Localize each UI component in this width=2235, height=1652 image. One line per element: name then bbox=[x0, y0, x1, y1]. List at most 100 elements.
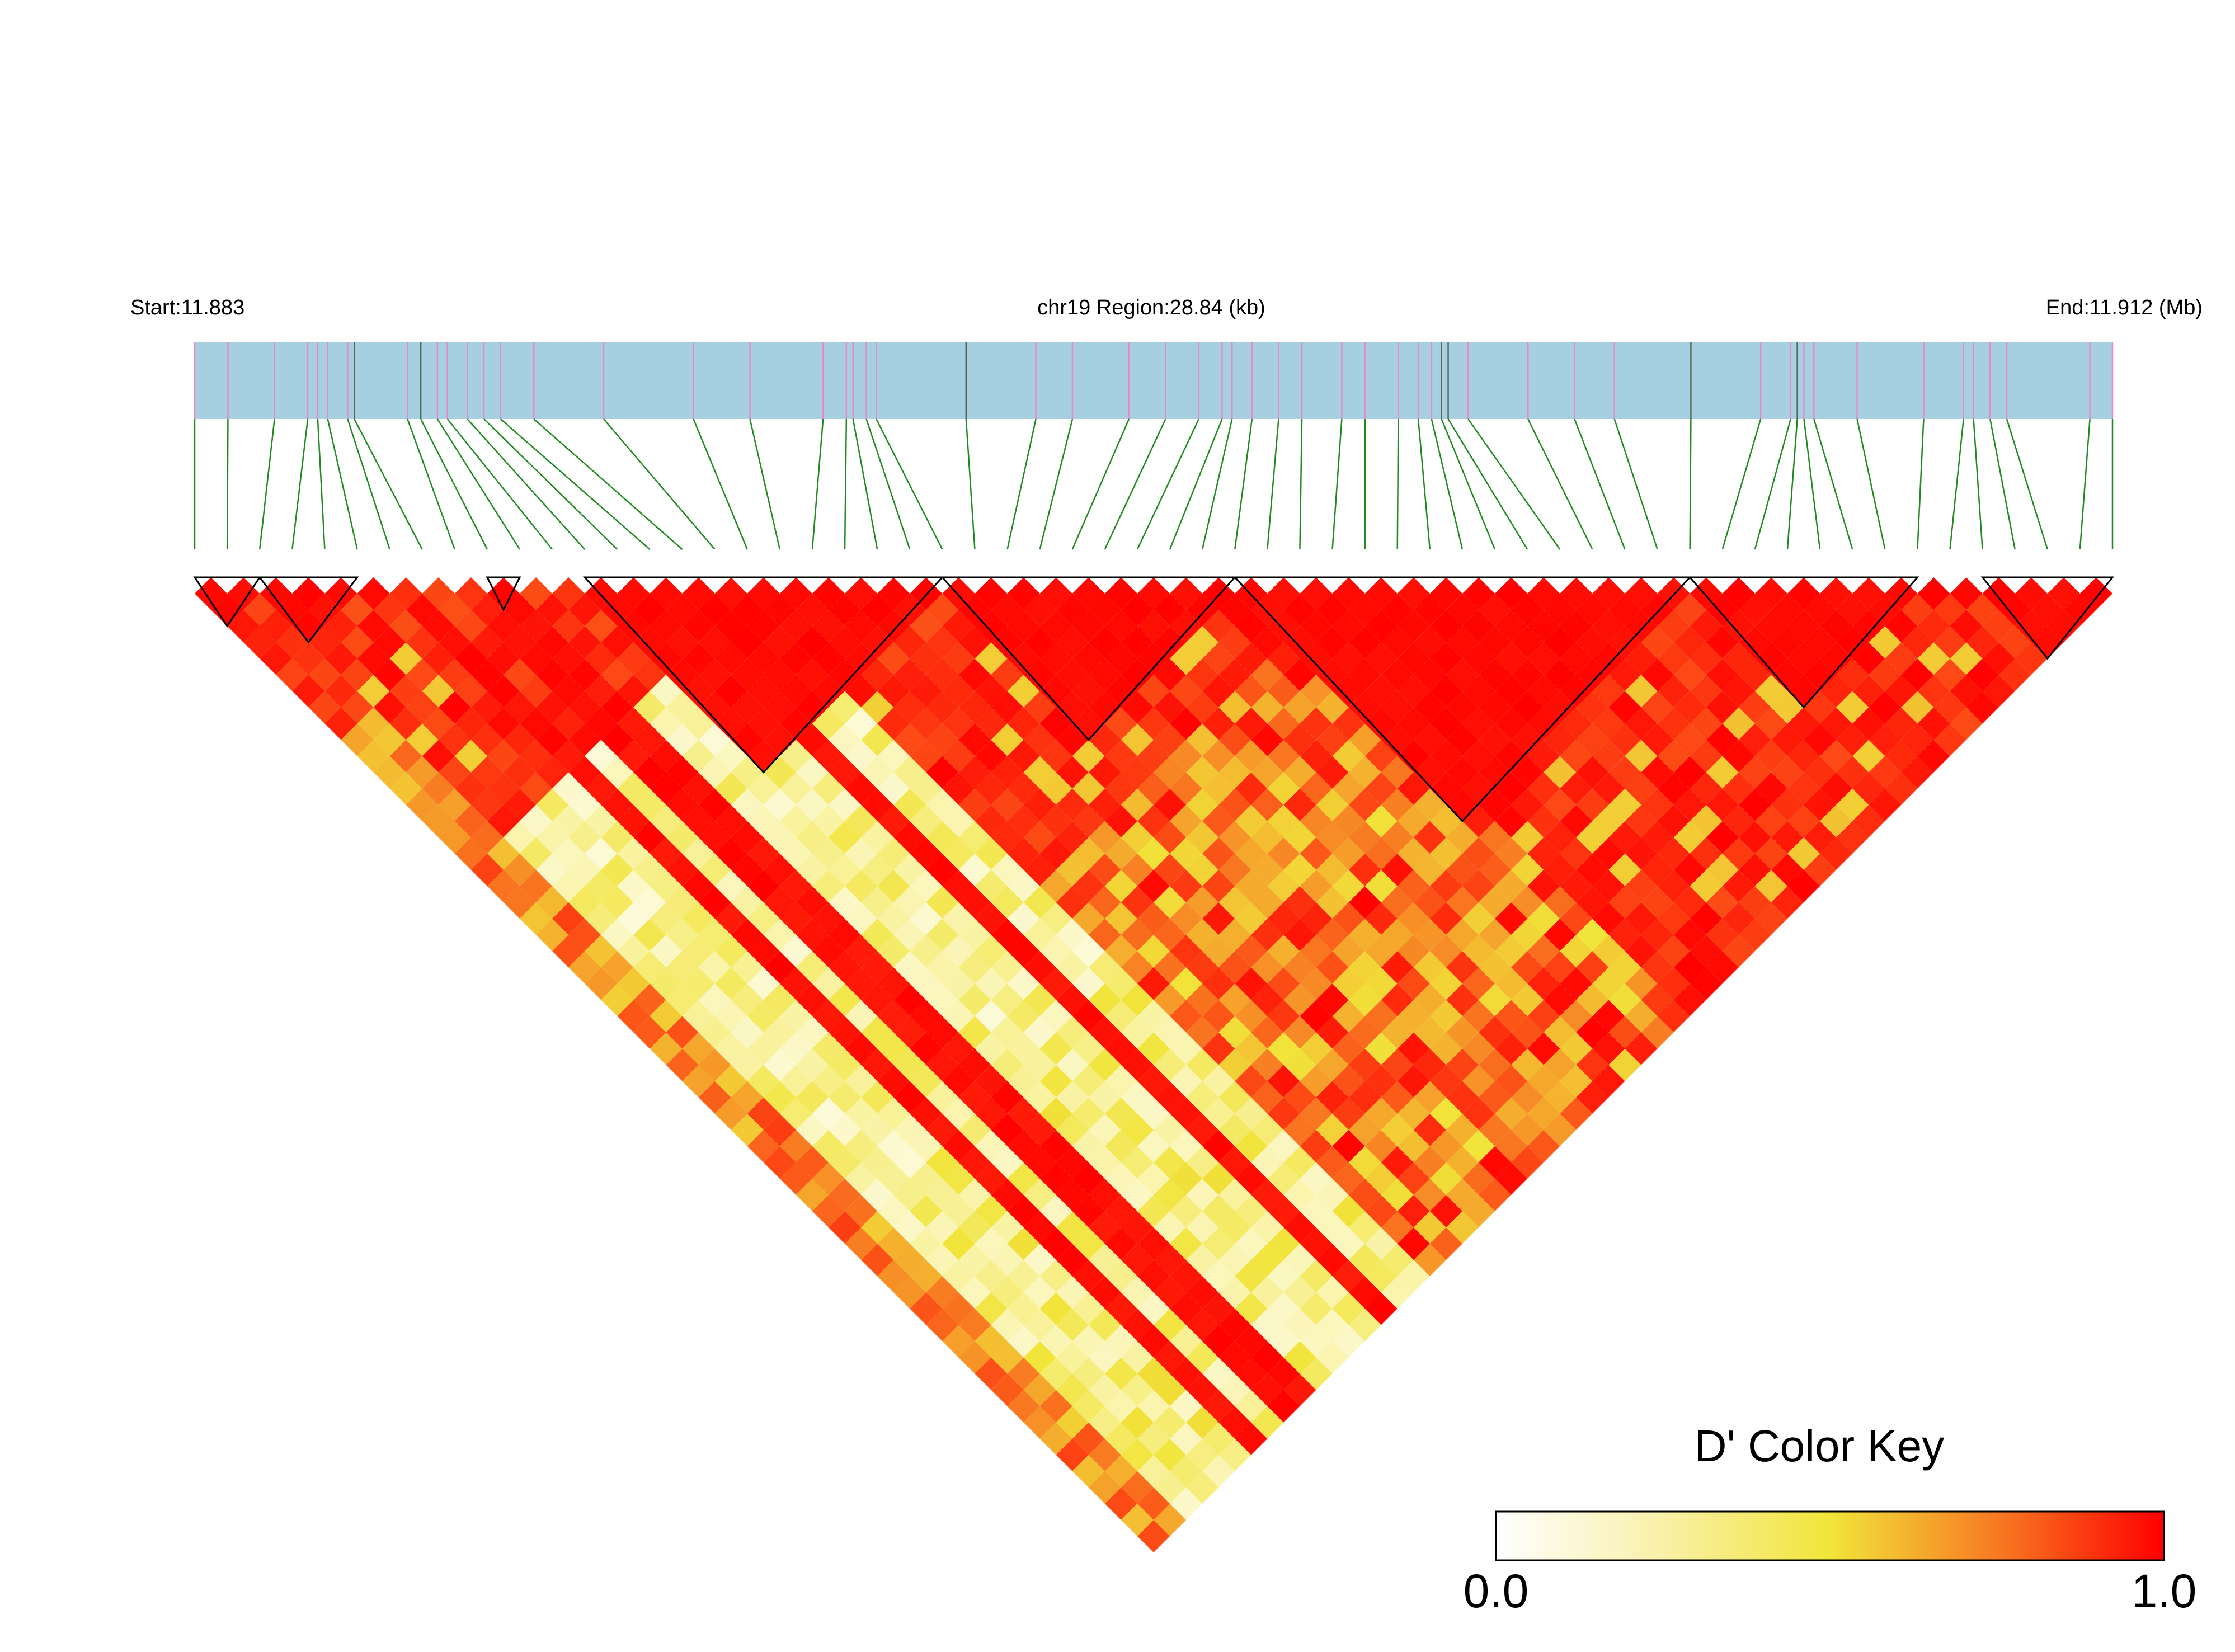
ld-cell bbox=[1560, 740, 1593, 773]
ld-cell bbox=[698, 1081, 731, 1114]
ld-cell bbox=[1754, 837, 1787, 870]
ld-cell bbox=[1397, 642, 1430, 675]
ld-cell bbox=[942, 1065, 975, 1098]
ld-cell bbox=[877, 642, 910, 675]
ld-cell bbox=[845, 642, 878, 675]
ld-cell bbox=[1023, 1211, 1056, 1244]
ld-cell bbox=[991, 1244, 1024, 1277]
ld-cell bbox=[877, 967, 910, 1000]
ld-cell bbox=[324, 577, 357, 610]
ld-cell bbox=[1072, 740, 1105, 773]
ld-cell bbox=[845, 610, 878, 643]
ld-cell bbox=[698, 821, 731, 854]
ld-cell bbox=[1511, 1113, 1544, 1146]
ld-cell bbox=[991, 691, 1024, 724]
ld-cell bbox=[666, 594, 699, 627]
ld-cell bbox=[1348, 951, 1381, 984]
ld-cell bbox=[357, 707, 390, 740]
ld-cell bbox=[1121, 1276, 1154, 1309]
ld-cell bbox=[1511, 691, 1544, 724]
snp-connector bbox=[1527, 418, 1593, 550]
ld-cell bbox=[406, 756, 439, 789]
color-key-gradient-bar bbox=[1495, 1510, 2165, 1561]
ld-cell bbox=[1397, 902, 1430, 935]
ld-cell bbox=[812, 1065, 845, 1098]
ld-cell bbox=[1397, 1129, 1430, 1162]
ld-cell bbox=[1283, 691, 1316, 724]
ld-cell bbox=[779, 1032, 812, 1065]
ld-cell bbox=[1804, 853, 1837, 886]
ld-cell bbox=[747, 935, 780, 968]
ld-cell bbox=[1154, 919, 1187, 952]
ld-cell bbox=[812, 1129, 845, 1162]
ld-cell bbox=[991, 1309, 1024, 1342]
ld-cell bbox=[698, 626, 731, 659]
ld-cell bbox=[991, 1113, 1024, 1146]
ld-cell bbox=[1056, 853, 1089, 886]
ld-cell bbox=[666, 853, 699, 886]
ld-cell bbox=[812, 1194, 845, 1228]
snp-connector bbox=[965, 418, 976, 550]
ld-cell bbox=[1121, 983, 1154, 1016]
ld-cell bbox=[812, 869, 845, 903]
ld-cell bbox=[1462, 869, 1495, 903]
ld-cell bbox=[958, 1341, 991, 1374]
ld-cell bbox=[1397, 869, 1430, 903]
ld-cell bbox=[1023, 1081, 1056, 1114]
snp-connector bbox=[1856, 418, 1886, 550]
ld-cell bbox=[406, 658, 439, 691]
ld-cell bbox=[1218, 788, 1251, 821]
ld-cell bbox=[1462, 772, 1495, 805]
ld-cell bbox=[1462, 610, 1495, 643]
ld-cell bbox=[1154, 756, 1187, 789]
ld-cell bbox=[731, 658, 764, 691]
ld-cell bbox=[877, 1162, 910, 1195]
ld-cell bbox=[568, 788, 601, 821]
ld-cell bbox=[422, 577, 455, 610]
ld-cell bbox=[1154, 886, 1187, 919]
ld-cell bbox=[1754, 707, 1787, 740]
ld-cell bbox=[1154, 983, 1187, 1016]
ld-cell bbox=[942, 707, 975, 740]
snp-tick-marks bbox=[194, 342, 2114, 419]
ld-cell bbox=[845, 837, 878, 870]
ld-cell bbox=[1007, 740, 1040, 773]
ld-cell bbox=[1023, 691, 1056, 724]
ld-cell bbox=[698, 594, 731, 627]
ld-cell bbox=[910, 869, 943, 903]
snp-connector bbox=[317, 418, 326, 550]
ld-cell bbox=[1820, 610, 1853, 643]
ld-cell bbox=[1056, 691, 1089, 724]
ld-cell bbox=[1641, 626, 1674, 659]
ld-cell bbox=[1023, 658, 1056, 691]
ld-cell bbox=[373, 658, 406, 691]
ld-cell bbox=[1088, 1276, 1121, 1309]
ld-cell bbox=[1088, 1146, 1121, 1179]
ld-cell bbox=[1332, 577, 1365, 610]
ld-cell bbox=[1413, 951, 1446, 984]
ld-cell bbox=[520, 869, 553, 903]
snp-connector bbox=[1813, 418, 1853, 550]
ld-cell bbox=[877, 869, 910, 903]
ld-cell bbox=[991, 853, 1024, 886]
ld-cell bbox=[1462, 1000, 1495, 1033]
ld-cell bbox=[438, 691, 471, 724]
ld-cell bbox=[1121, 1113, 1154, 1146]
ld-cell bbox=[568, 756, 601, 789]
ld-cell bbox=[1283, 951, 1316, 984]
ld-cell bbox=[341, 658, 374, 691]
ld-cell bbox=[877, 577, 910, 610]
ld-cell bbox=[1885, 707, 1918, 740]
ld-cell bbox=[389, 577, 422, 610]
haplotype-block bbox=[1232, 576, 1692, 822]
ld-cell bbox=[910, 1129, 943, 1162]
start-label: Start:11.883 bbox=[130, 296, 244, 319]
snp-connector bbox=[467, 418, 586, 550]
ld-cell bbox=[1088, 1016, 1121, 1049]
ld-cell bbox=[1154, 626, 1187, 659]
ld-cell bbox=[552, 772, 585, 805]
ld-cell bbox=[503, 691, 537, 724]
ld-cell bbox=[487, 804, 520, 837]
snp-connector bbox=[500, 418, 651, 550]
ld-cell bbox=[1283, 788, 1316, 821]
